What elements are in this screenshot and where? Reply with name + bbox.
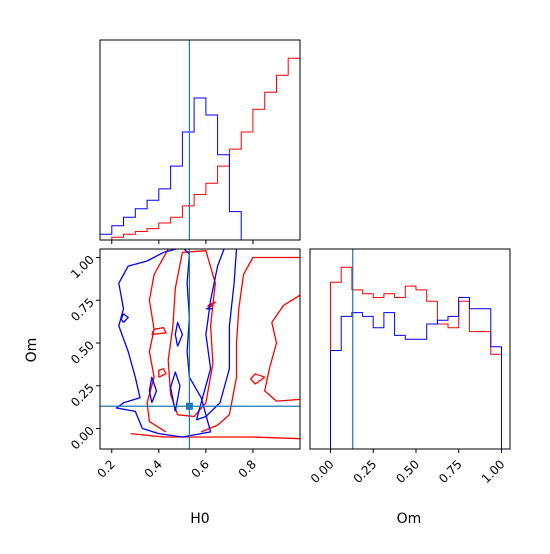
contour-red-line — [207, 301, 216, 310]
om-histogram-frame — [309, 248, 511, 450]
contour-red-line — [200, 256, 300, 433]
contour-blue-line — [148, 376, 158, 404]
h0-histogram-ticks — [111, 240, 254, 244]
contour-red-line — [158, 368, 167, 378]
x-axis-label-h0: H0 — [190, 511, 209, 527]
panel-h0-histogram — [99, 39, 301, 244]
contour-red-line — [146, 249, 169, 433]
contour-red-line — [264, 294, 300, 402]
contour-truth-lines — [100, 249, 300, 449]
contour-blue-line — [174, 321, 184, 347]
contour-red-line — [249, 373, 266, 385]
contour-frame — [99, 248, 301, 450]
contour-red-line — [151, 326, 167, 336]
om-histogram-blue-series — [330, 297, 502, 449]
contour-red-line — [167, 250, 216, 418]
contour-series — [115, 249, 300, 440]
contour-blue-line — [195, 249, 238, 421]
contour-clip-group — [115, 249, 300, 440]
x-axis-label-om: Om — [397, 511, 422, 527]
contour-blue-line — [115, 249, 212, 438]
h0-histogram-red-series — [100, 57, 301, 241]
contour-blue-line — [169, 371, 181, 412]
contour-blue-line — [120, 313, 129, 323]
h0-histogram-frame — [99, 39, 301, 241]
y-axis-label-om: Om — [24, 338, 40, 363]
contour-red-line — [130, 432, 300, 440]
om-histogram-series — [330, 266, 502, 449]
om-histogram-red-series — [330, 266, 502, 449]
contour-truth-point — [185, 402, 193, 410]
